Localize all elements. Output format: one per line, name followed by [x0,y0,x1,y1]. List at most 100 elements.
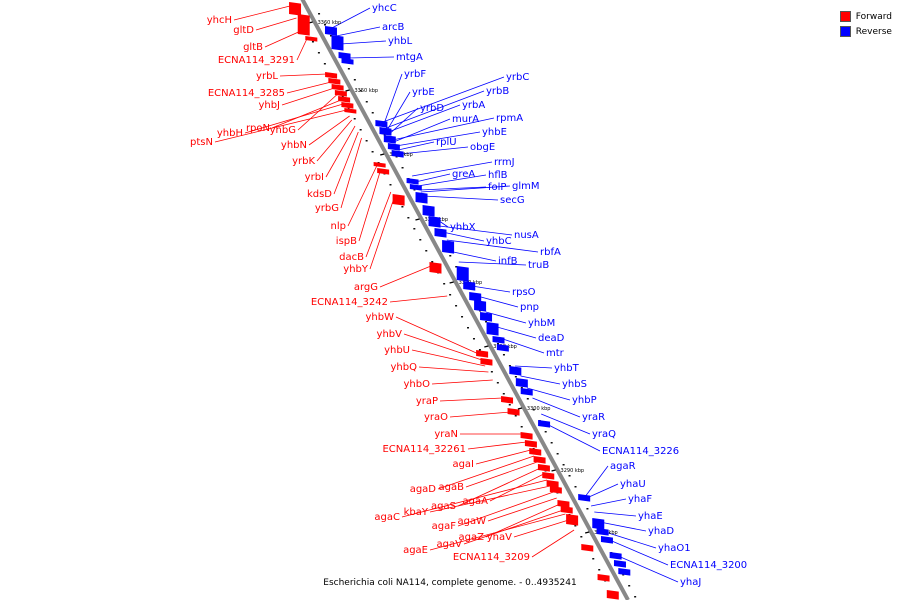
reverse-connector [541,413,591,435]
scale-tick-label: 3300 kbp [527,406,551,412]
scale-tick-mark [484,345,489,348]
reverse-connector [442,231,485,242]
reverse-connector [471,285,511,293]
reverse-connector [599,521,647,532]
reverse-gene-label: yhaJ [680,577,701,588]
axis-marker [586,508,589,510]
forward-gene-block [581,544,594,552]
axis-marker [622,574,625,576]
forward-gene-label: yraP [416,396,438,407]
forward-connector [214,109,347,143]
axis-marker [324,24,327,26]
reverse-connector [383,73,403,125]
forward-gene-block [533,456,546,464]
axis-marker [371,112,374,114]
axis-marker [389,184,392,186]
axis-marker [449,255,452,257]
reverse-gene-label: rpsO [512,287,536,298]
reverse-connector [336,26,381,37]
reverse-gene-label: glmM [512,181,540,192]
forward-gene-block [597,574,610,582]
reverse-connector [446,239,539,253]
reverse-gene-label: yhbT [554,363,580,374]
forward-connector [286,81,332,94]
forward-gene-label: yrbG [315,203,339,214]
reverse-connector [526,387,571,401]
reverse-connector [493,325,537,339]
axis-marker [365,101,368,103]
forward-gene-block [392,194,405,206]
reverse-gene-label: ECNA114_3200 [670,560,747,571]
forward-gene-label: ECNA114_3285 [208,88,285,99]
reverse-gene-label: rbfA [540,247,561,258]
axis-marker [407,217,410,219]
reverse-gene-block [442,240,455,254]
axis-marker [443,283,446,285]
forward-gene-label: yrbL [256,71,278,82]
forward-gene-label: gltB [243,42,263,53]
reverse-gene-label: infB [498,256,518,267]
forward-gene-block [429,261,442,274]
reverse-connector [386,91,411,131]
reverse-connector [532,397,581,418]
forward-gene-label: yhbN [281,140,307,151]
forward-connector [411,349,486,367]
reverse-connector [420,185,511,193]
forward-gene-label: yhbW [366,312,395,323]
axis-marker [401,206,404,208]
forward-gene-label: agaE [403,545,428,556]
reverse-connector [618,555,679,583]
reverse-connector [392,117,495,141]
reverse-gene-block [486,322,499,336]
reverse-gene-label: yrbD [420,103,444,114]
reverse-connector [439,225,513,236]
reverse-gene-block [409,184,422,191]
reverse-gene-label: yhbC [486,236,512,247]
axis-marker [359,90,362,92]
reverse-gene-block [515,378,528,388]
reverse-gene-label: arcB [382,22,405,33]
reverse-gene-block [338,51,351,60]
reverse-connector [382,76,505,123]
forward-connector [437,455,535,490]
axis-marker [592,558,595,560]
forward-connector [403,333,483,361]
forward-connector [487,497,557,522]
axis-marker [526,398,529,400]
axis-marker [413,189,416,191]
axis-marker [520,426,523,428]
forward-gene-label: kbaY [404,507,429,518]
forward-gene-label: agaS [431,501,456,512]
reverse-gene-block [434,228,447,238]
forward-gene-label: ptsN [190,137,213,148]
reverse-connector [499,337,545,354]
forward-gene-block [331,84,344,91]
forward-connector [255,17,297,31]
forward-gene-block [520,432,533,440]
reverse-gene-label: yrbC [506,72,529,83]
reverse-connector [515,365,553,369]
forward-gene-block [377,168,390,175]
forward-gene-block [529,448,542,456]
forward-gene-label: nlp [331,221,346,232]
forward-connector [401,479,548,518]
forward-gene-block [606,590,619,600]
reverse-gene-block [480,312,493,322]
reverse-gene-block [492,336,505,344]
axis-marker [598,569,601,571]
reverse-gene-label: folP [488,182,506,193]
forward-connector [513,519,569,538]
reverse-gene-label: yhaE [638,511,663,522]
forward-connector [531,529,575,558]
reverse-gene-label: truB [528,260,549,271]
forward-connector [308,115,350,146]
axis-marker [353,79,356,81]
reverse-connector [417,174,487,187]
forward-gene-label: agaB [439,482,465,493]
reverse-gene-label: yrbB [486,86,509,97]
reverse-connector [389,107,419,135]
reverse-connector [393,118,451,143]
axis-marker [502,393,505,395]
reverse-gene-label: greA [452,169,475,180]
forward-connector [233,5,291,21]
